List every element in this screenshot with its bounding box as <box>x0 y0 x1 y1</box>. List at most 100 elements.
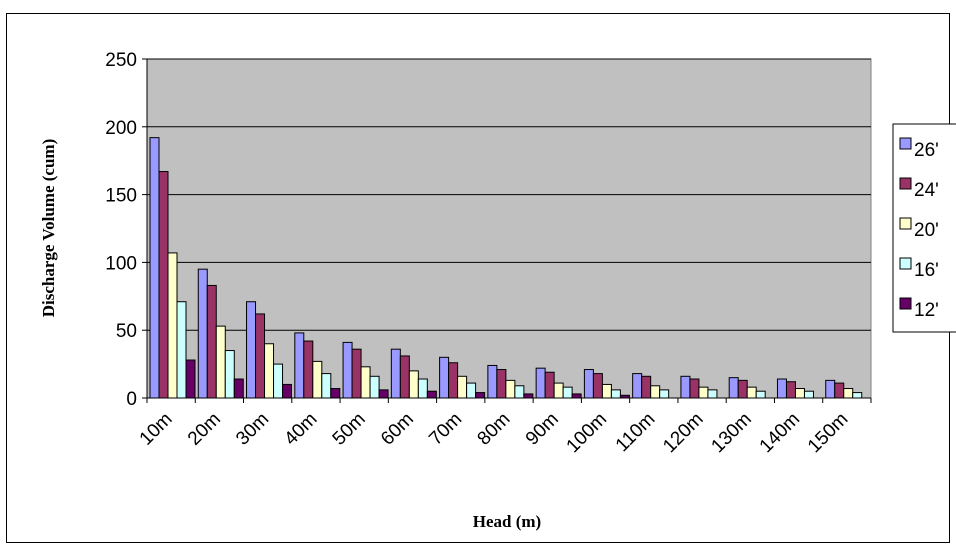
bar <box>303 340 314 399</box>
bar <box>224 350 235 399</box>
bar <box>505 379 516 399</box>
legend-label: 20' <box>914 220 939 241</box>
bar <box>312 360 323 399</box>
bar <box>803 390 814 399</box>
legend-swatch <box>899 217 912 230</box>
bar <box>843 388 854 399</box>
bar <box>544 371 555 399</box>
bar <box>378 389 389 399</box>
bar <box>321 373 332 399</box>
x-tick-label: 50m <box>329 409 370 450</box>
bar <box>698 386 709 399</box>
bar <box>149 137 160 399</box>
bar <box>523 393 534 399</box>
bar <box>535 367 546 399</box>
legend-label: 16' <box>914 260 939 281</box>
bar <box>197 268 208 399</box>
y-axis-title: Discharge Volume (cum) <box>39 139 58 317</box>
bar <box>342 341 353 399</box>
bar <box>167 252 178 399</box>
bar <box>185 359 196 399</box>
bar <box>330 388 341 399</box>
legend-label: 26' <box>914 140 939 161</box>
x-tick-label: 80m <box>474 409 515 450</box>
bar <box>707 389 718 399</box>
bar <box>737 379 748 399</box>
bar <box>215 325 226 399</box>
bar <box>176 301 187 399</box>
bar <box>610 389 621 399</box>
bar <box>246 301 257 399</box>
x-tick-label: 10m <box>136 409 177 450</box>
bar <box>514 385 525 399</box>
bar <box>746 386 757 399</box>
bar <box>619 394 630 399</box>
bar <box>439 356 450 399</box>
legend-label: 12' <box>914 300 939 321</box>
bar <box>641 375 652 399</box>
bar <box>487 364 498 399</box>
bar <box>457 375 468 399</box>
bar <box>650 385 661 399</box>
x-tick-label: 100m <box>563 409 611 457</box>
y-tick-label: 100 <box>105 253 137 274</box>
bar <box>728 377 739 399</box>
bar <box>351 348 362 399</box>
bar <box>834 382 845 399</box>
y-tick-label: 0 <box>126 389 137 410</box>
bar <box>562 386 573 399</box>
y-tick-label: 200 <box>105 118 137 139</box>
bar <box>273 363 284 399</box>
bar <box>852 392 863 399</box>
y-tick-label: 250 <box>105 50 137 71</box>
bar <box>282 383 293 399</box>
x-tick-label: 140m <box>756 409 804 457</box>
x-tick-label: 130m <box>707 409 755 457</box>
legend: 26' 24' 20' 16' 12' <box>892 123 956 333</box>
bar <box>360 366 371 399</box>
bar <box>390 348 401 399</box>
x-tick-label: 150m <box>804 409 852 457</box>
bar <box>294 332 305 399</box>
legend-swatch <box>899 177 912 190</box>
x-tick-label: 40m <box>280 409 321 450</box>
bar <box>255 313 266 399</box>
bar <box>206 284 217 399</box>
x-axis-title: Head (m) <box>473 512 541 531</box>
legend-swatch <box>899 297 912 310</box>
bar <box>233 378 244 399</box>
legend-swatch <box>899 257 912 270</box>
bar <box>466 382 477 399</box>
bar <box>475 392 486 399</box>
legend-label: 24' <box>914 180 939 201</box>
bar <box>689 378 700 399</box>
bar <box>583 369 594 399</box>
x-tick-label: 70m <box>425 409 466 450</box>
bar <box>496 369 507 399</box>
bar <box>680 375 691 399</box>
bar <box>417 378 428 399</box>
bar <box>776 378 787 399</box>
bar <box>755 390 766 399</box>
bar <box>399 355 410 399</box>
plot-area <box>146 58 872 399</box>
x-tick-label: 20m <box>184 409 225 450</box>
bar <box>785 381 796 399</box>
x-tick-label: 120m <box>659 409 707 457</box>
bar <box>369 375 380 399</box>
bar <box>408 370 419 399</box>
bar <box>264 343 275 399</box>
bar <box>158 171 169 399</box>
x-tick-label: 90m <box>522 409 563 450</box>
bar <box>601 383 612 399</box>
legend-swatch <box>899 137 912 150</box>
x-tick-label: 60m <box>377 409 418 450</box>
y-tick-label: 50 <box>116 321 137 342</box>
bar <box>592 373 603 399</box>
bar <box>659 389 670 399</box>
bar <box>448 362 459 399</box>
x-tick-label: 30m <box>232 409 273 450</box>
bar <box>632 373 643 399</box>
y-tick-label: 150 <box>105 186 137 207</box>
